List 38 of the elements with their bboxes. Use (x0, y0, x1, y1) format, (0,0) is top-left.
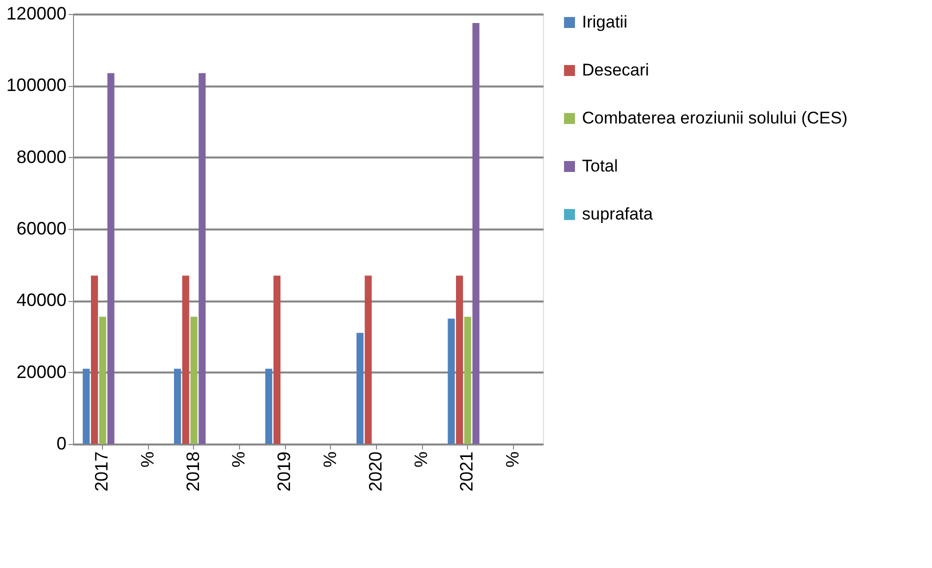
bar (174, 368, 181, 444)
bar (273, 276, 280, 444)
y-tick-label: 20000 (16, 362, 66, 382)
bar (448, 318, 455, 444)
x-tick-label: % (228, 452, 249, 468)
bar (364, 276, 372, 444)
bar (198, 73, 206, 444)
y-tick-label: 40000 (16, 290, 66, 310)
x-tick-label: 2017 (92, 452, 112, 492)
legend-label: Irigatii (582, 12, 628, 32)
bar (464, 316, 472, 444)
x-tick-label: % (320, 452, 340, 468)
bar (356, 332, 364, 444)
x-tick-label: 2020 (365, 452, 386, 492)
legend-label: Combaterea eroziunii solului (CES) (582, 108, 848, 128)
bar (107, 73, 114, 444)
bar (182, 276, 190, 444)
x-tick-label: % (502, 452, 522, 468)
bar (190, 316, 198, 444)
x-tick-label: 2018 (182, 452, 203, 492)
bar (90, 276, 98, 444)
x-tick-label: 2019 (274, 452, 294, 492)
x-tick-label: 2021 (456, 452, 477, 492)
legend-label: suprafata (582, 204, 654, 224)
y-tick-label: 100000 (6, 75, 66, 96)
legend-label: Desecari (582, 60, 650, 80)
x-tick-label: % (137, 452, 158, 468)
bar (265, 368, 272, 444)
legend-label: Total (582, 156, 618, 176)
y-tick-label: 60000 (16, 218, 66, 238)
bar (82, 368, 90, 444)
y-tick-label: 0 (56, 434, 66, 454)
bar (99, 316, 106, 444)
bar (456, 276, 463, 444)
y-tick-label: 120000 (6, 4, 66, 24)
bar (472, 22, 480, 444)
x-tick-label: % (411, 452, 432, 468)
y-tick-label: 80000 (16, 146, 66, 167)
